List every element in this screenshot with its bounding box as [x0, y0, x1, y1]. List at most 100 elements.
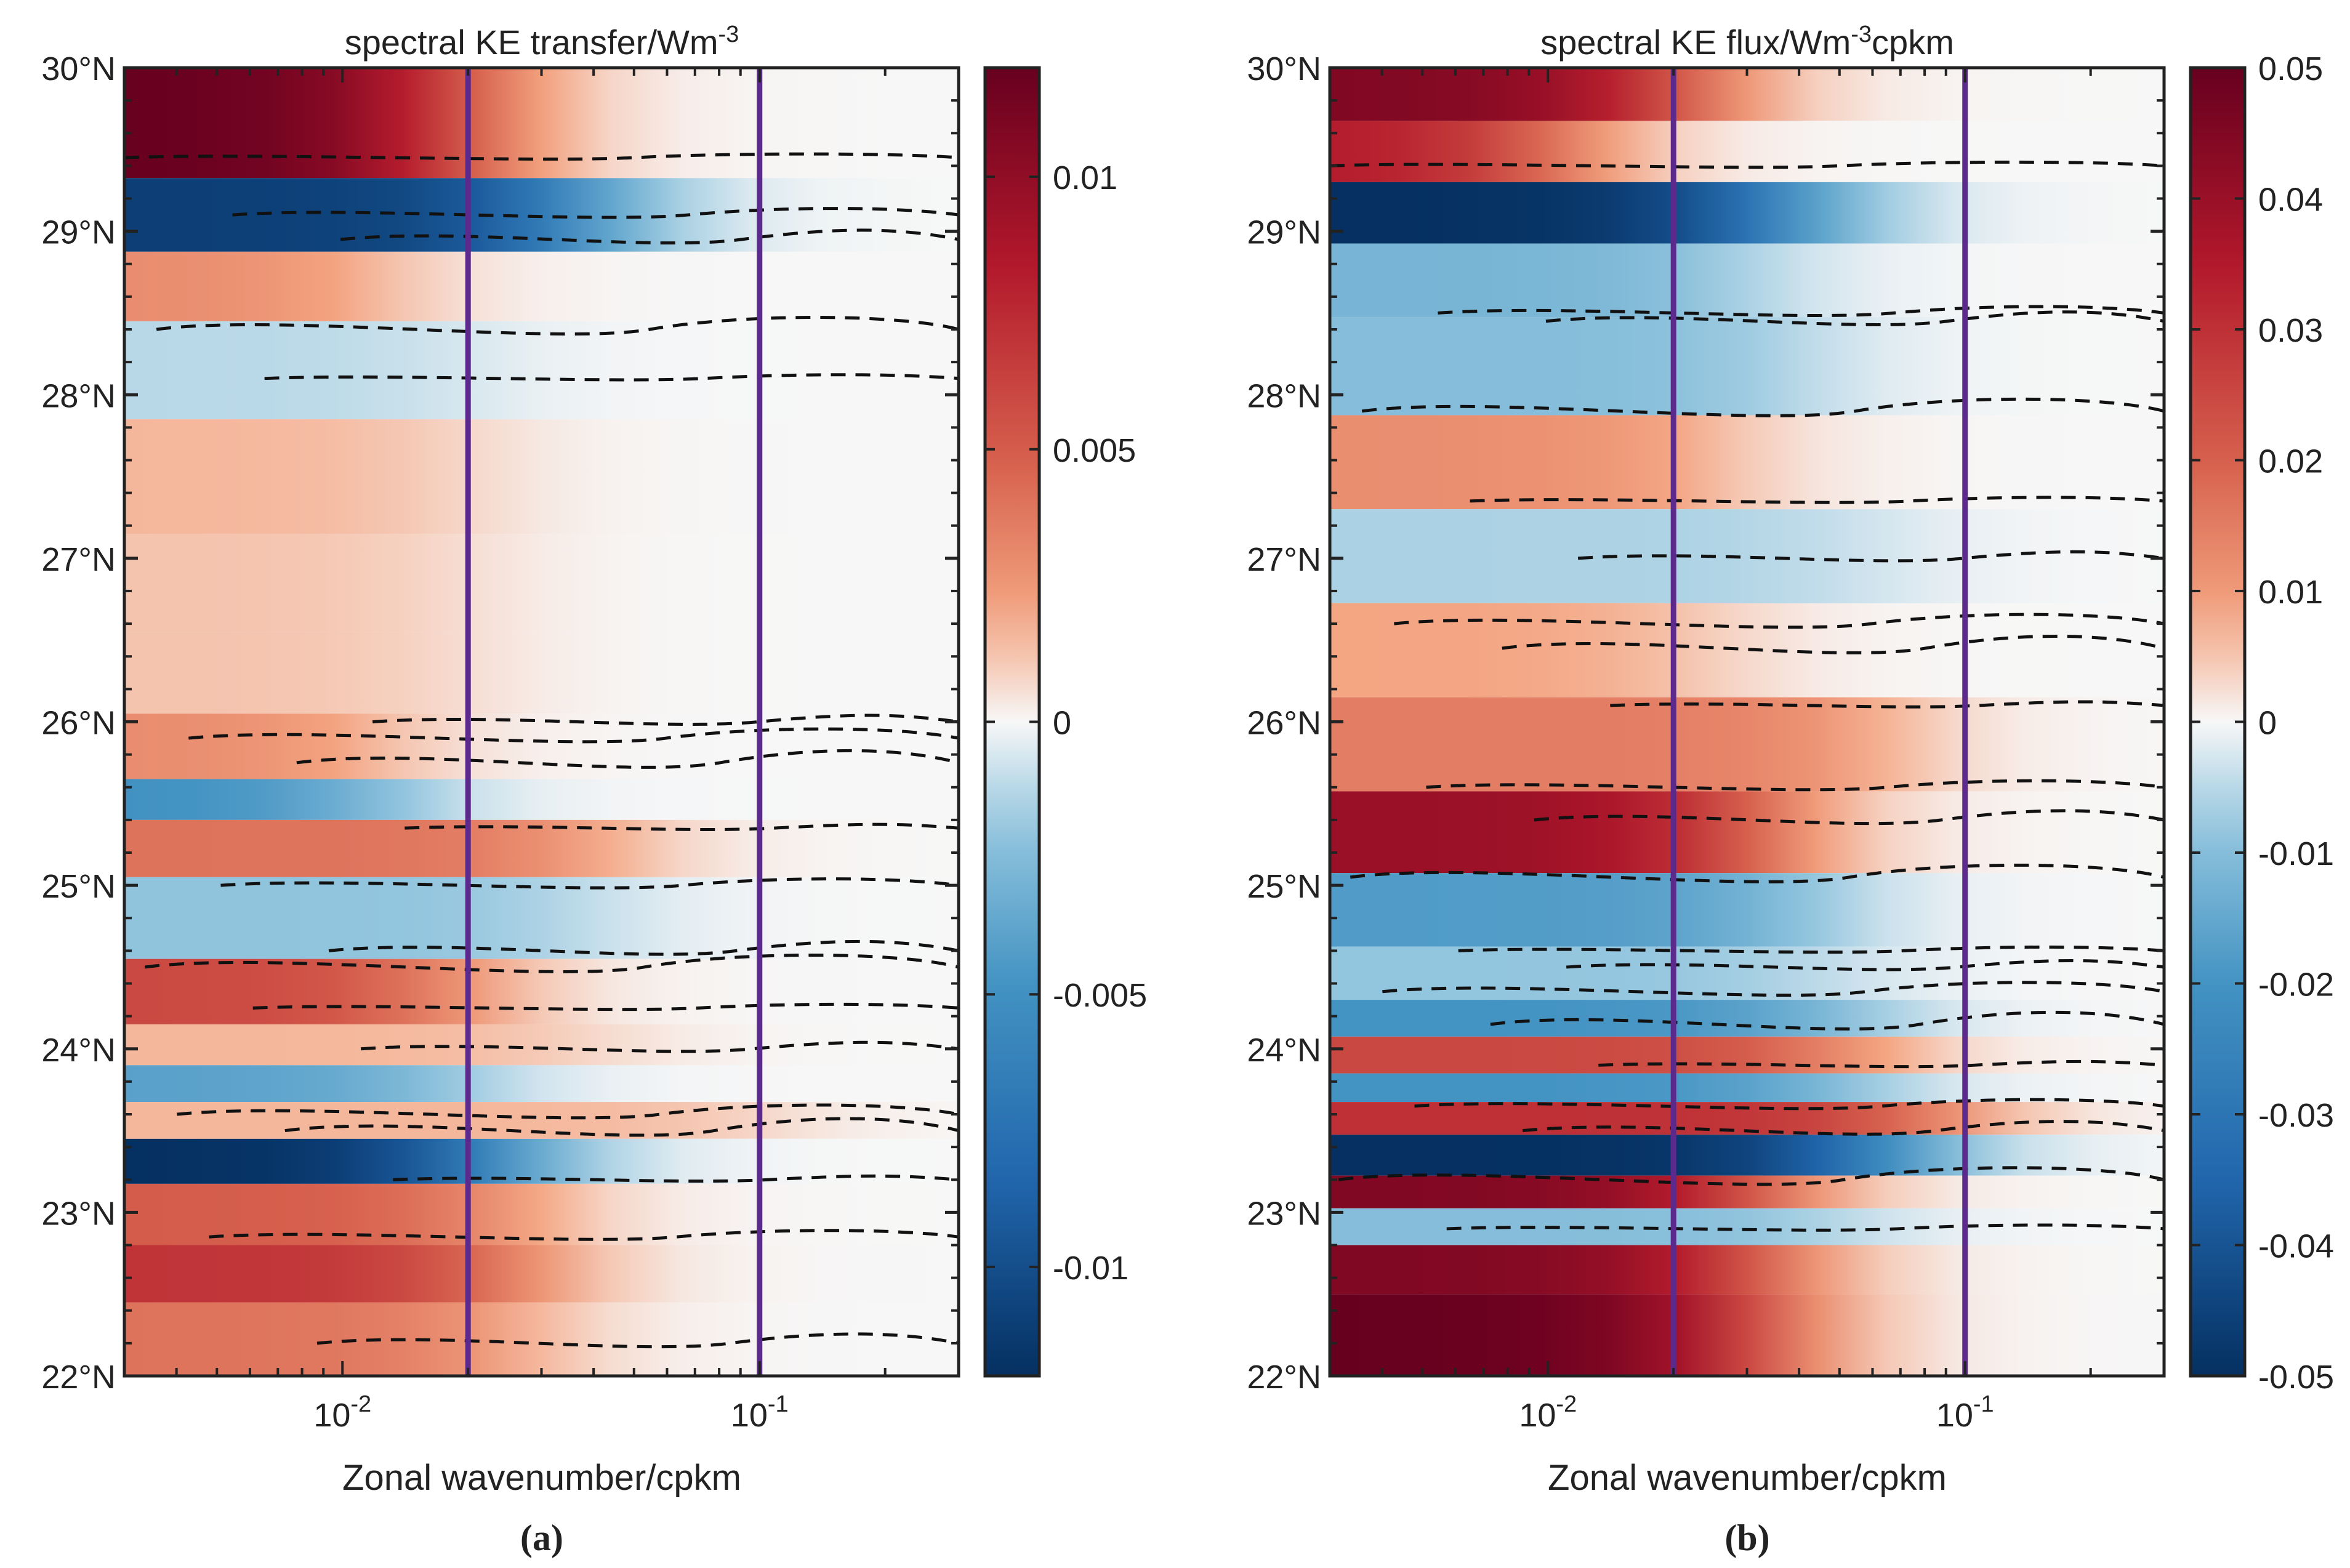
heatmap-band	[124, 419, 959, 534]
zero-contour	[220, 877, 959, 890]
zero-contour	[232, 207, 959, 219]
heatmap-band	[124, 1245, 959, 1303]
colorbar-tick-label: 0.04	[2258, 182, 2323, 219]
heatmap-band	[124, 68, 959, 179]
heatmap-band	[1330, 68, 2164, 121]
colorbar-tick-label: -0.05	[2258, 1359, 2334, 1396]
heatmap-band	[124, 178, 959, 252]
x-tick-label: 10-1	[731, 1391, 789, 1434]
heatmap-band	[124, 877, 959, 959]
heatmap-band	[124, 1065, 959, 1103]
zero-contour	[1350, 863, 2164, 883]
zero-contour	[1426, 779, 2164, 792]
heatmap-band	[124, 779, 959, 820]
zero-contour	[1470, 496, 2164, 504]
panel-b-colorbar: 0.05 0.04 0.03 0.02 0.01 0 -0.01 -0.02 -0.03 -0.0…	[2189, 50, 2334, 1396]
zero-contour	[188, 727, 959, 744]
heatmap-band	[124, 534, 959, 632]
zero-contour	[393, 1174, 959, 1183]
colorbar-tick-label: 0.03	[2258, 312, 2323, 349]
zero-contour	[1438, 305, 2164, 317]
heatmap-band	[1330, 946, 2164, 1000]
panel-a-xlabel: Zonal wavenumber/cpkm	[342, 1458, 741, 1498]
zero-contour	[1361, 397, 2164, 417]
zero-contour	[156, 316, 959, 336]
panel-b: spectral KE flux/Wm-3cpkm 22°N 23°N 24°N 25…	[1247, 22, 2334, 1558]
colorbar-tick-label: 0.01	[2258, 574, 2323, 611]
zero-contour	[1382, 981, 2164, 997]
y-tick-label: 30°N	[41, 50, 116, 87]
panel-b-title: spectral KE flux/Wm-3cpkm	[1540, 22, 1954, 62]
x-tick-label: 10-2	[1519, 1391, 1577, 1434]
zero-contour	[264, 373, 959, 382]
zero-contour	[1610, 700, 2164, 709]
colorbar-tick-label: -0.01	[1053, 1250, 1129, 1287]
colorbar-tick-label: -0.04	[2258, 1228, 2334, 1265]
y-tick-label: 24°N	[41, 1032, 116, 1069]
heatmap-band	[1330, 1294, 2164, 1376]
colorbar-tick-label: -0.005	[1053, 977, 1147, 1014]
zero-contour	[1338, 1166, 2164, 1186]
zero-contour	[1598, 1059, 2164, 1069]
heatmap-band	[1330, 317, 2164, 416]
zero-contour	[1458, 945, 2164, 954]
y-tick-label: 27°N	[1247, 541, 1321, 578]
y-tick-label: 26°N	[1247, 705, 1321, 742]
zero-contour	[1522, 1120, 2164, 1136]
panel-a-x-axis: 10-2 10-1	[123, 68, 887, 1434]
y-tick-label: 28°N	[41, 377, 116, 414]
colorbar-tick-label: 0	[2258, 705, 2277, 742]
panel-b-heatmap	[1330, 68, 2164, 1376]
colorbar-tick-label: 0	[1053, 705, 1071, 742]
panel-b-label: (b)	[1724, 1518, 1769, 1558]
heatmap-band	[1330, 697, 2164, 792]
panel-b-zero-contours	[1330, 160, 2164, 1232]
heatmap-band	[1330, 121, 2164, 182]
heatmap-band	[1330, 182, 2164, 244]
zero-contour	[144, 953, 959, 973]
y-tick-label: 30°N	[1247, 50, 1321, 87]
zero-contour	[1502, 634, 2164, 654]
panel-b-vertical-lines	[1670, 68, 1968, 1376]
heatmap-band	[1330, 1208, 2164, 1245]
heatmap-band	[124, 714, 959, 779]
zero-contour	[1566, 959, 2164, 971]
colorbar-tick-label: 0.01	[1053, 159, 1117, 196]
panel-a: spectral KE transfer/Wm-3 22°N 23°N 24°N 25…	[41, 22, 1147, 1558]
panel-a-y-axis: 22°N 23°N 24°N 25°N 26°N 27°N 28°N 29°N 30°N	[41, 50, 959, 1396]
y-tick-label: 23°N	[41, 1195, 116, 1232]
panel-a-label: (a)	[520, 1518, 563, 1558]
zero-contour	[1545, 310, 2164, 326]
heatmap-band	[124, 819, 959, 877]
heatmap-band	[1330, 243, 2164, 318]
heatmap-band	[124, 1024, 959, 1066]
heatmap-band	[1330, 1175, 2164, 1208]
heatmap-band	[1330, 509, 2164, 603]
panel-a-zero-contours	[124, 152, 959, 1349]
zero-contour	[372, 714, 959, 726]
zero-contour	[209, 1229, 959, 1241]
panel-a-colorbar: 0.01 0.005 0 -0.005 -0.01	[983, 66, 1147, 1378]
zero-contour	[1394, 613, 2164, 629]
colorbar-tick-label: 0.005	[1053, 432, 1136, 469]
y-tick-label: 25°N	[41, 868, 116, 905]
zero-contour	[316, 1332, 959, 1349]
heatmap-band	[124, 1302, 959, 1376]
heatmap-band	[124, 321, 959, 420]
panel-a-vertical-lines	[465, 68, 763, 1376]
zero-contour	[1490, 1010, 2164, 1031]
heatmap-band	[1330, 415, 2164, 510]
heatmap-band	[124, 1138, 959, 1184]
heatmap-band	[1330, 1245, 2164, 1295]
colorbar-tick-label: -0.03	[2258, 1097, 2334, 1134]
colorbar-tick-label: 0.02	[2258, 443, 2323, 480]
zero-contour	[1577, 550, 2164, 563]
panel-b-xlabel: Zonal wavenumber/cpkm	[1548, 1458, 1947, 1498]
zero-contour	[404, 822, 959, 831]
zero-contour	[296, 749, 959, 769]
heatmap-band	[1330, 1073, 2164, 1103]
heatmap-band	[124, 632, 959, 714]
zero-contour	[1446, 1223, 2164, 1232]
heatmap-band	[1330, 1036, 2164, 1074]
